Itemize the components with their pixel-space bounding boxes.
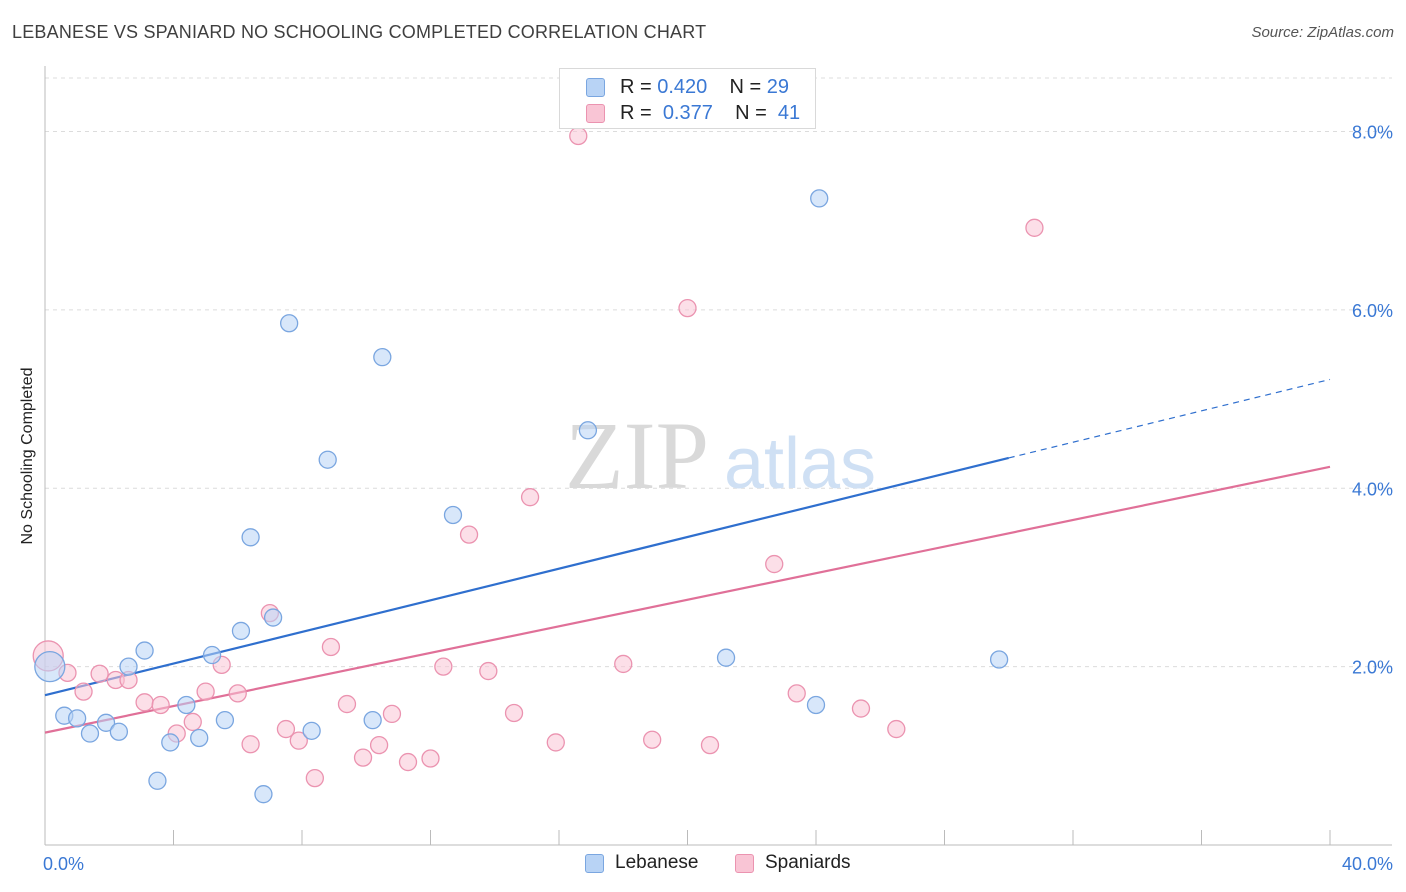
spaniards-point bbox=[305, 768, 325, 788]
watermark-atlas: atlas bbox=[724, 424, 876, 504]
spaniards-point bbox=[851, 699, 871, 718]
lebanese-point bbox=[806, 695, 826, 715]
lebanese-point bbox=[373, 348, 392, 367]
spaniards-point bbox=[459, 525, 479, 544]
spaniards-point bbox=[135, 693, 154, 712]
lebanese-point bbox=[302, 721, 321, 740]
n-label: N = bbox=[735, 102, 767, 124]
correlation-legend: R = 0.420 N = 29 R = 0.377 N = 41 bbox=[559, 68, 816, 129]
y-tick-label: 6.0% bbox=[1352, 301, 1393, 321]
spaniards-point bbox=[678, 298, 697, 318]
lebanese-r-value: 0.420 bbox=[657, 76, 708, 98]
chart-title: LEBANESE VS SPANIARD NO SCHOOLING COMPLE… bbox=[12, 22, 707, 42]
spaniards-point bbox=[382, 704, 402, 724]
source-label: Source: ZipAtlas.com bbox=[1251, 24, 1394, 41]
lebanese-point bbox=[254, 785, 273, 804]
spaniards-point bbox=[765, 554, 784, 574]
watermark: ZIP atlas bbox=[565, 402, 876, 509]
n-label: N = bbox=[729, 76, 762, 98]
spaniards-point bbox=[321, 637, 341, 657]
lebanese-point bbox=[135, 641, 154, 660]
lebanese-legend-swatch bbox=[585, 854, 604, 873]
spaniards-point bbox=[228, 684, 247, 703]
lebanese-point bbox=[231, 621, 251, 641]
spaniards-point bbox=[520, 488, 540, 507]
spaniards-point bbox=[434, 657, 453, 676]
lebanese-point bbox=[810, 189, 829, 208]
spaniards-legend-swatch bbox=[735, 854, 754, 873]
x-tick-label: 0.0% bbox=[43, 854, 84, 874]
x-tick-label: 40.0% bbox=[1342, 854, 1393, 874]
gridlines bbox=[45, 77, 1392, 668]
y-tick-label: 2.0% bbox=[1352, 658, 1393, 678]
spaniards-r-value: 0.377 bbox=[662, 102, 713, 124]
spaniards-point bbox=[74, 682, 93, 701]
lebanese-point bbox=[716, 648, 736, 667]
spaniards-trend-line bbox=[44, 465, 1331, 734]
spaniards-point bbox=[90, 664, 109, 683]
spaniards-point bbox=[398, 752, 418, 772]
lebanese-point bbox=[318, 450, 337, 469]
lebanese-point bbox=[96, 713, 116, 732]
r-label: R = bbox=[620, 76, 652, 98]
lebanese-point bbox=[443, 505, 463, 525]
spaniards-point bbox=[614, 654, 633, 674]
lebanese-swatch bbox=[586, 78, 605, 97]
lebanese-point bbox=[215, 710, 235, 730]
spaniards-point bbox=[546, 733, 565, 752]
lebanese-point bbox=[119, 657, 138, 676]
spaniards-legend-label: Spaniards bbox=[765, 852, 851, 873]
lebanese-point bbox=[263, 608, 283, 627]
tick-labels: 2.0% 4.0% 6.0% 8.0% 0.0% 40.0% bbox=[43, 123, 1393, 874]
spaniards-point bbox=[421, 749, 440, 768]
spaniards-point bbox=[183, 712, 202, 732]
spaniards-point bbox=[241, 735, 260, 754]
r-label: R = bbox=[620, 102, 652, 124]
lebanese-point bbox=[190, 728, 209, 748]
spaniards-point bbox=[569, 126, 588, 146]
spaniards-point bbox=[289, 731, 308, 750]
spaniards-point bbox=[700, 735, 720, 755]
spaniards-point bbox=[787, 684, 806, 703]
axes bbox=[44, 66, 1392, 846]
spaniards-point bbox=[479, 661, 498, 681]
data-points bbox=[32, 126, 1044, 804]
y-axis-label: No Schooling Completed bbox=[19, 367, 36, 545]
spaniards-point bbox=[151, 695, 170, 715]
lebanese-point bbox=[67, 709, 87, 728]
lebanese-point bbox=[161, 733, 180, 752]
spaniards-point bbox=[887, 719, 906, 739]
spaniards-point bbox=[643, 730, 662, 749]
spaniards-point bbox=[276, 719, 296, 739]
lebanese-point bbox=[241, 528, 260, 547]
spaniards-point bbox=[337, 694, 357, 714]
lebanese-point bbox=[202, 645, 222, 665]
lebanese-point bbox=[109, 722, 129, 741]
lebanese-n-value: 29 bbox=[766, 76, 790, 98]
spaniards-point bbox=[196, 682, 215, 701]
spaniards-n-value: 41 bbox=[777, 102, 801, 124]
lebanese-trend-extension bbox=[1008, 378, 1331, 459]
lebanese-point bbox=[148, 771, 167, 790]
spaniards-swatch bbox=[586, 104, 605, 123]
lebanese-point bbox=[363, 710, 382, 730]
lebanese-point bbox=[279, 314, 299, 333]
y-tick-label: 8.0% bbox=[1352, 123, 1393, 143]
spaniards-point bbox=[353, 748, 373, 767]
lebanese-point bbox=[177, 695, 196, 715]
spaniards-point bbox=[504, 703, 524, 723]
lebanese-point bbox=[34, 650, 66, 683]
lebanese-legend-label: Lebanese bbox=[615, 852, 699, 873]
spaniards-point bbox=[1025, 218, 1044, 237]
spaniards-point bbox=[369, 735, 389, 755]
watermark-zip: ZIP bbox=[565, 402, 709, 509]
lebanese-point bbox=[80, 724, 100, 743]
lebanese-point bbox=[578, 421, 598, 440]
y-tick-label: 4.0% bbox=[1352, 479, 1393, 499]
lebanese-point bbox=[989, 650, 1009, 669]
